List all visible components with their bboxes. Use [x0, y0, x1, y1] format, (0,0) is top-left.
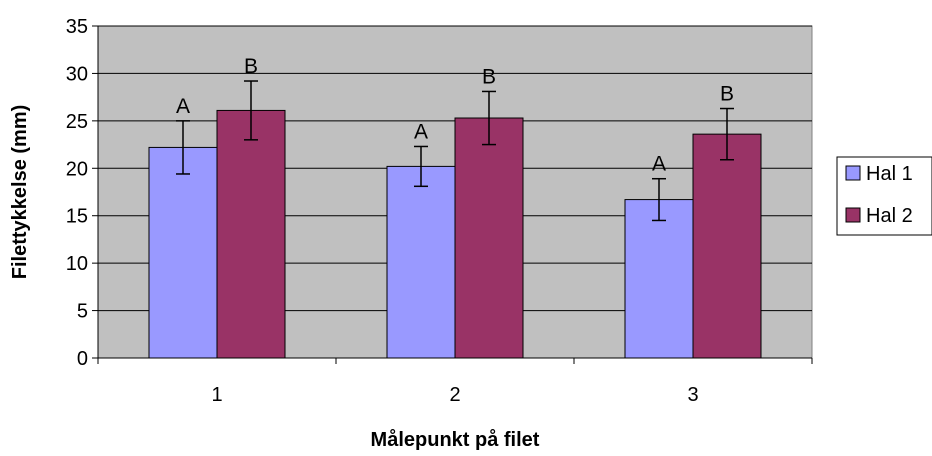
legend-label-hal-1: Hal 1 — [866, 163, 913, 185]
significance-label: B — [482, 65, 496, 88]
y-tick-label: 0 — [77, 348, 88, 370]
x-tick-label: 2 — [449, 384, 460, 406]
legend-label-hal-2: Hal 2 — [866, 205, 913, 227]
bar-hal-1-1 — [148, 146, 218, 359]
x-tick-label: 3 — [687, 384, 698, 406]
x-axis-ticks: 1 2 3 — [97, 358, 813, 406]
significance-label: A — [176, 95, 190, 118]
y-tick-label: 5 — [77, 301, 88, 323]
significance-label: B — [244, 55, 258, 78]
legend-swatch-hal-1 — [845, 165, 861, 181]
y-tick-label: 10 — [66, 253, 88, 275]
y-tick-label: 15 — [66, 206, 88, 228]
y-tick-label: 35 — [66, 16, 88, 38]
y-tick-label: 20 — [66, 158, 88, 180]
bar-hal-1-2 — [386, 165, 456, 359]
bar-hal-2-1 — [216, 109, 286, 359]
bar-hal-2-3 — [692, 133, 762, 359]
significance-label: A — [414, 120, 428, 143]
significance-label: A — [652, 153, 666, 176]
legend: Hal 1 Hal 2 — [836, 156, 932, 236]
x-tick-label: 1 — [211, 384, 222, 406]
axes — [97, 26, 812, 359]
bar-hal-1-3 — [624, 199, 694, 359]
x-axis-title: Målepunkt på filet — [371, 428, 540, 451]
bars: A B A B A B — [148, 55, 762, 359]
y-axis-title: Filettykkelse (mm) — [9, 105, 31, 280]
significance-label: B — [720, 83, 734, 106]
y-axis-ticks: 0 5 10 15 20 25 30 35 — [66, 16, 98, 370]
legend-swatch-hal-2 — [845, 207, 861, 223]
y-tick-label: 25 — [66, 111, 88, 133]
bar-hal-2-2 — [454, 117, 524, 359]
y-tick-label: 30 — [66, 63, 88, 85]
